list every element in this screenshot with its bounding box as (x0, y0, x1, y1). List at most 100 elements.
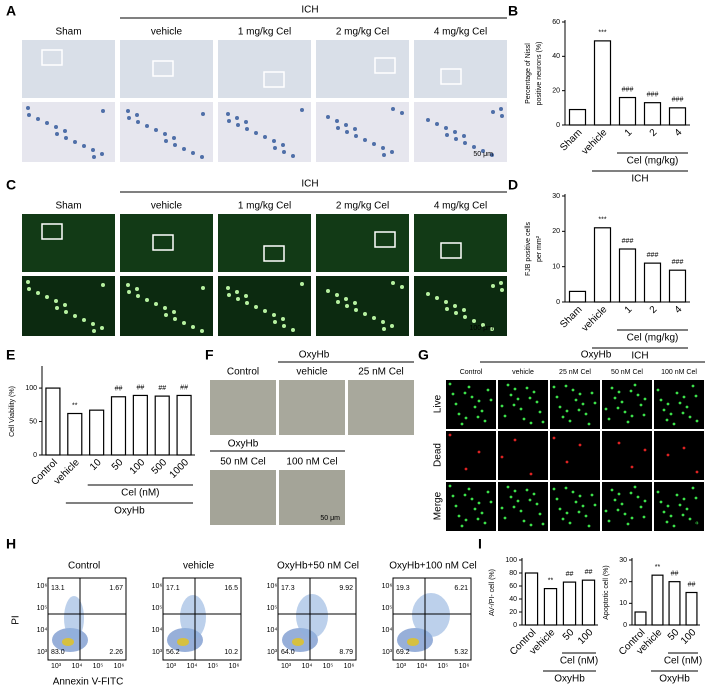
tick-label: 10⁴ (187, 663, 198, 670)
cell (568, 419, 572, 423)
cell (541, 420, 545, 424)
micrograph (218, 40, 311, 98)
cell (464, 518, 468, 522)
event-core (407, 638, 419, 646)
cell (164, 139, 168, 143)
cell (642, 413, 646, 417)
fluorescence-image (550, 380, 600, 429)
scale-label: 100 μm (470, 325, 494, 332)
cell (665, 520, 669, 524)
cell (639, 505, 643, 509)
cell (506, 383, 510, 387)
cell (463, 391, 467, 395)
x-tick-label: 100 (128, 457, 148, 477)
fluorescence-image (498, 380, 548, 429)
cell (473, 507, 477, 511)
cell (201, 112, 205, 116)
roi-box (374, 231, 396, 248)
cell-image (348, 380, 414, 435)
group-label: OxyHb (114, 506, 145, 517)
y-tick-label: 0 (556, 122, 560, 129)
x-tick-label: 4 (673, 304, 685, 316)
cell (685, 507, 689, 511)
cell (326, 289, 330, 293)
cell (476, 517, 480, 521)
cell (620, 502, 624, 506)
significance: ## (158, 385, 166, 392)
cell (499, 107, 503, 111)
x-tick-label: 4 (673, 127, 685, 139)
cell (555, 497, 559, 501)
cell (55, 306, 59, 310)
cell (145, 124, 149, 128)
cell (490, 153, 494, 157)
cell (656, 490, 660, 494)
cell (529, 523, 533, 527)
quadrant-value: 64.0 (281, 649, 295, 656)
quadrant-value: 17.3 (281, 585, 295, 592)
cell (91, 148, 95, 152)
cell (191, 325, 195, 329)
significance: ### (622, 238, 634, 245)
cell (528, 396, 532, 400)
significance: ## (585, 569, 593, 576)
group-label: ICH (631, 174, 648, 185)
cell (610, 488, 614, 492)
bar (593, 227, 612, 303)
micrograph (22, 214, 115, 272)
y-tick-label: 80 (509, 570, 517, 577)
cell (669, 412, 673, 416)
cell (100, 152, 104, 156)
bar (543, 587, 558, 626)
cell (182, 147, 186, 151)
x-tick-label: 10 (88, 457, 104, 473)
cell (691, 486, 695, 490)
cell (509, 495, 513, 499)
y-axis-label: Percentage of Nissl (525, 43, 532, 104)
cell (27, 287, 31, 291)
cell (695, 521, 699, 525)
cell (659, 500, 663, 504)
cell (541, 522, 545, 526)
bar (643, 102, 662, 126)
roi-box (41, 49, 63, 66)
y-axis-label: Apoptotic cell (%) (603, 565, 610, 619)
significance: ** (655, 564, 661, 571)
cell (163, 306, 167, 310)
scale-label: 50 μm (320, 515, 340, 522)
tick-label: 10⁴ (152, 627, 163, 634)
column-label: 1 mg/kg Cel (238, 27, 291, 38)
roi-box (374, 57, 396, 74)
cell (300, 108, 304, 112)
cell (500, 404, 504, 408)
tick-label: 10⁶ (459, 663, 470, 670)
y-tick-label: 20 (552, 88, 560, 95)
y-tick-label: 20 (619, 579, 627, 586)
significance: ## (180, 384, 188, 391)
cell (610, 386, 614, 390)
cell (678, 503, 682, 507)
cell (263, 135, 267, 139)
tick-label: 10³ (37, 649, 48, 656)
tick-label: 10⁵ (267, 605, 278, 612)
fluorescence-image (602, 482, 652, 531)
event-core (177, 638, 189, 646)
axis-label: PI (11, 615, 22, 624)
event-core (62, 638, 74, 646)
bar (634, 611, 647, 626)
cell (467, 487, 471, 491)
bar (593, 40, 612, 126)
cell (291, 328, 295, 332)
cell (643, 448, 647, 452)
cell (486, 388, 490, 392)
cell (154, 128, 158, 132)
cell (91, 322, 95, 326)
column-label: vehicle (151, 201, 183, 212)
cell (666, 402, 670, 406)
cell (516, 499, 520, 503)
quadrant-value: 69.2 (396, 649, 410, 656)
y-axis-label: per mm² (536, 235, 543, 262)
roi-box (41, 223, 63, 240)
x-tick-label: 2 (648, 127, 660, 139)
cell (512, 505, 516, 509)
